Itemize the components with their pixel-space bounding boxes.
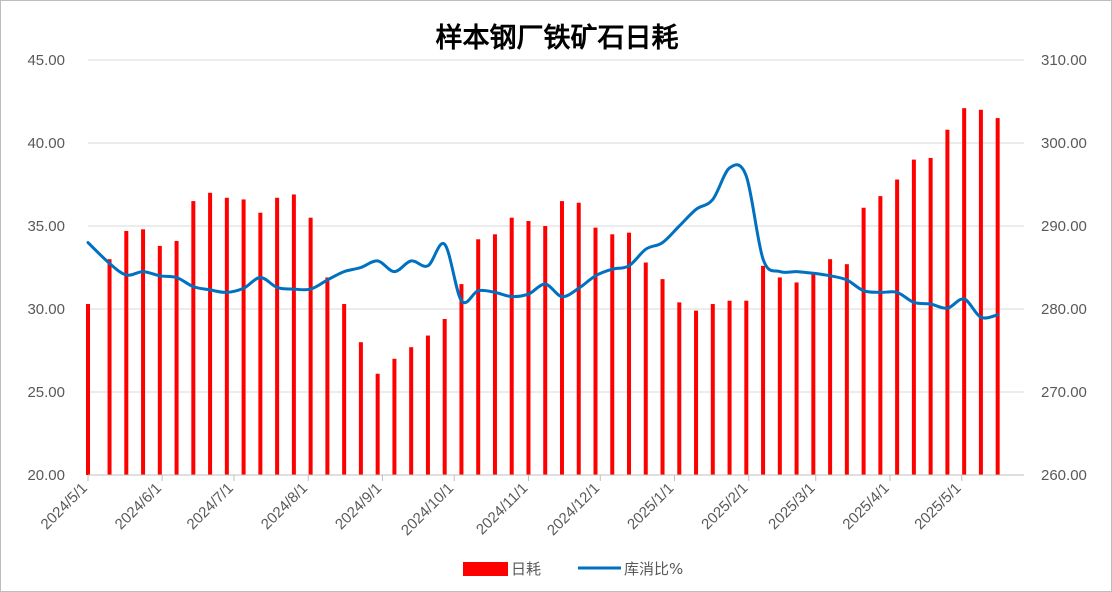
right-axis-tick-label: 280.00 (1041, 301, 1087, 318)
bar (543, 226, 548, 475)
line-series (86, 163, 1000, 320)
right-axis-tick-label: 300.00 (1041, 135, 1087, 152)
stock-ratio-line (86, 163, 1000, 320)
x-axis-tick-label: 2025/4/1 (839, 480, 892, 533)
bar (777, 277, 782, 475)
bar (643, 262, 648, 475)
x-axis-tick-label: 2024/8/1 (258, 480, 311, 533)
bar (694, 310, 699, 475)
bar (375, 373, 380, 475)
x-axis-tick-label: 2024/6/1 (112, 480, 165, 533)
x-axis-tick-label: 2024/7/1 (184, 480, 237, 533)
bar (425, 335, 430, 475)
left-axis-tick-label: 35.00 (27, 218, 65, 235)
left-axis-tick-label: 45.00 (27, 52, 65, 69)
bar (895, 179, 900, 475)
bar (442, 318, 447, 475)
bar (174, 240, 179, 475)
legend-label-stock-ratio: 库消比% (624, 560, 683, 578)
x-axis-tick-label: 2025/5/1 (911, 480, 964, 533)
bar (761, 265, 766, 475)
x-axis-tick-label: 2025/1/1 (624, 480, 677, 533)
bar (744, 300, 749, 475)
bar (325, 277, 330, 475)
left-axis-tick-label: 40.00 (27, 135, 65, 152)
bar (342, 304, 347, 475)
bar (157, 245, 162, 475)
bar (124, 230, 129, 475)
bar (911, 159, 916, 475)
bar (526, 221, 531, 475)
bar (610, 234, 615, 475)
bar (811, 274, 816, 475)
bar (476, 239, 481, 475)
left-axis-tick-label: 30.00 (27, 301, 65, 318)
bar (878, 196, 883, 475)
bar (258, 212, 263, 475)
bar (191, 201, 196, 475)
x-axis-tick-label: 2025/3/1 (765, 480, 818, 533)
legend: 日耗 库消比% (463, 560, 683, 578)
x-axis-tick-label: 2024/12/1 (544, 480, 603, 539)
bar (492, 234, 497, 475)
bar (358, 342, 363, 475)
bar (107, 259, 112, 475)
bar (593, 227, 598, 475)
bar (291, 194, 296, 475)
bar (559, 201, 564, 475)
bar (576, 202, 581, 475)
bar (224, 197, 229, 475)
bar (794, 282, 799, 475)
bar (409, 347, 414, 475)
bar (844, 264, 849, 475)
legend-bar-swatch (463, 562, 508, 576)
bar (509, 217, 514, 475)
bar (828, 259, 833, 475)
bar (727, 300, 732, 475)
bar-series (86, 108, 1000, 476)
bar (627, 232, 632, 475)
bar (308, 217, 313, 475)
bar (962, 108, 967, 475)
x-axis-tick-label: 2024/10/1 (398, 480, 457, 539)
bar (392, 358, 397, 475)
left-axis-tick-label: 20.00 (27, 467, 65, 484)
left-axis-tick-label: 25.00 (27, 384, 65, 401)
bar (945, 129, 950, 475)
bar (861, 207, 866, 476)
bar (459, 284, 464, 475)
bar (660, 279, 665, 475)
bar (995, 118, 1000, 475)
x-axis-tick-label: 2024/9/1 (332, 480, 385, 533)
right-axis-tick-label: 270.00 (1041, 384, 1087, 401)
bar (86, 304, 90, 475)
chart-title: 样本钢厂铁矿石日耗 (436, 22, 679, 54)
bar (275, 197, 280, 475)
bar (928, 157, 933, 475)
right-axis-tick-label: 310.00 (1041, 52, 1087, 69)
bar (710, 304, 715, 475)
x-axis-tick-label: 2024/5/1 (38, 480, 91, 533)
right-axis-tick-label: 290.00 (1041, 218, 1087, 235)
right-axis-tick-label: 260.00 (1041, 467, 1087, 484)
bar (677, 302, 682, 475)
x-axis-tick-label: 2024/11/1 (473, 480, 531, 538)
bar (978, 109, 983, 476)
bar (141, 229, 146, 475)
legend-label-daily-consumption: 日耗 (511, 560, 541, 578)
bar (241, 199, 246, 475)
x-axis-tick-label: 2025/2/1 (698, 480, 751, 533)
bar (208, 192, 213, 476)
